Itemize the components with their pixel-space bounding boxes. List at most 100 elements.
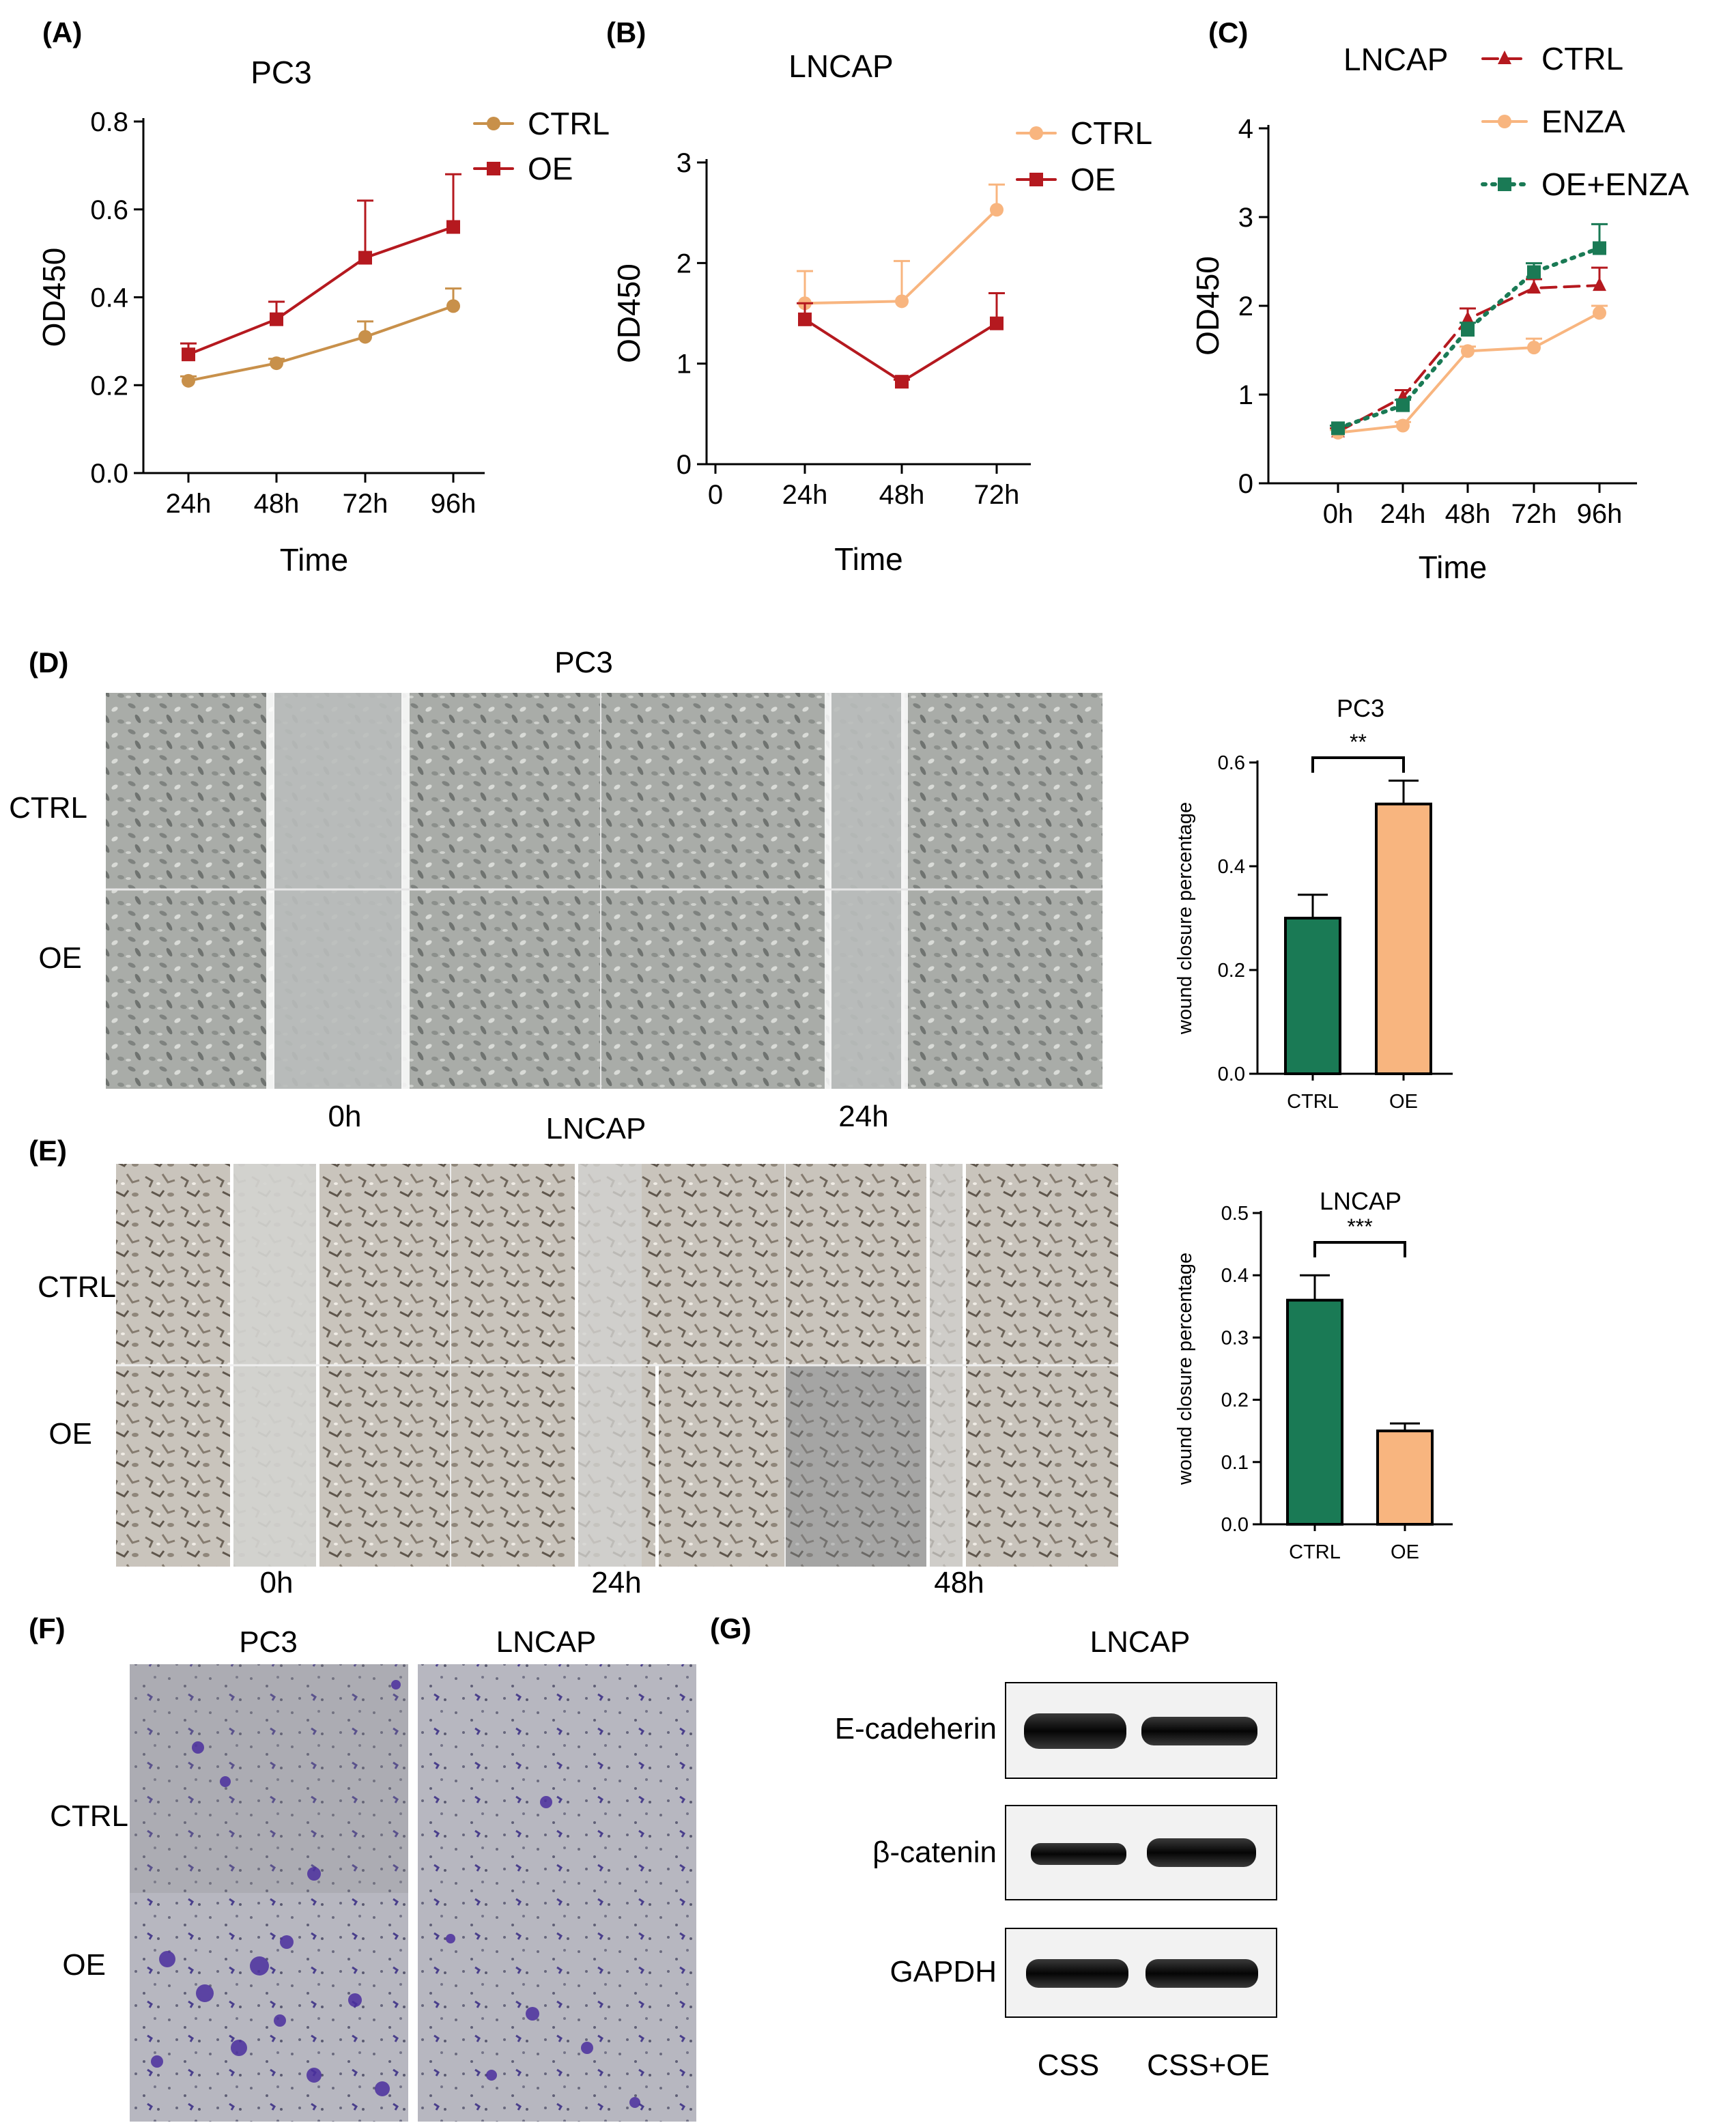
lncap-time-label-48h: 48h	[934, 1566, 984, 1599]
data-point	[1461, 323, 1475, 337]
blot-lane-label-css: CSS	[1038, 2049, 1099, 2082]
y-tick-label: 0.4	[1218, 856, 1245, 878]
x-axis-label: Time	[280, 542, 349, 577]
bar-chart-title: LNCAP	[1320, 1187, 1401, 1215]
pc3-micrograph-field	[106, 693, 1102, 1089]
pc3-wound-gap-24h	[829, 693, 905, 1089]
legend-marker	[1498, 51, 1511, 64]
transwell-col-label-pc3: PC3	[239, 1625, 298, 1659]
data-point	[358, 251, 372, 265]
y-axis-label: OD450	[1190, 256, 1225, 356]
lncap-time-label-24h: 24h	[591, 1566, 641, 1599]
series-ctrl: CTRL	[180, 106, 610, 388]
pc3-time-label-24h: 24h	[838, 1100, 888, 1133]
data-point	[1396, 418, 1410, 433]
y-tick-label: 3	[1238, 203, 1253, 233]
pc3-wound-gap-0h	[273, 693, 403, 1089]
legend-marker	[1498, 115, 1511, 128]
x-tick-label: 72h	[1511, 499, 1557, 529]
data-point	[1527, 265, 1541, 279]
transwell-row-label-ctrl: CTRL	[50, 1799, 128, 1833]
y-axis-label: OD450	[611, 263, 646, 363]
x-tick-label: 96h	[1577, 499, 1623, 529]
significance-bracket	[1311, 756, 1405, 773]
wound-edge-line	[825, 693, 831, 1089]
series-enza: ENZA	[1330, 104, 1625, 440]
wound-edge-line	[901, 693, 908, 1089]
transwell-col-label-lncap: LNCAP	[496, 1625, 597, 1659]
y-tick-label: 0.4	[1221, 1265, 1249, 1287]
data-point	[1461, 311, 1475, 325]
legend-label: ENZA	[1541, 104, 1625, 139]
transwell-lncap-ctrl	[418, 1664, 696, 1893]
blot-label-e-cadherin: E-cadeherin	[835, 1712, 997, 1745]
significance-bracket	[1313, 1241, 1406, 1257]
x-tick-label: 48h	[1445, 499, 1491, 529]
line-chart-pc3-proliferation: PC3 0.0 0.2 0.4 0.6 0.8 24h 48h 72h 96h Time OD450 C…	[36, 55, 610, 577]
blot-label-beta-catenin: β-catenin	[872, 1836, 997, 1869]
y-tick-label: 1	[677, 350, 692, 380]
data-point	[1593, 241, 1606, 255]
transwell-pc3-oe	[130, 1893, 408, 2122]
transwell-pc3-ctrl	[130, 1664, 408, 1893]
y-tick-label: 0	[677, 450, 692, 480]
legend-label: CTRL	[528, 106, 610, 141]
legend-marker	[487, 117, 500, 130]
data-point	[182, 347, 195, 362]
pc3-wound-micrograph-grid	[106, 693, 1102, 1089]
y-tick-label: 0.0	[1221, 1514, 1249, 1536]
y-tick-label: 0.8	[90, 107, 128, 137]
series-line	[1337, 284, 1601, 433]
y-tick-label: 0.5	[1221, 1203, 1249, 1225]
y-tick-label: 4	[1238, 114, 1253, 144]
y-tick-label: 0	[1238, 469, 1253, 499]
transwell-lncap-oe	[418, 1893, 696, 2122]
significance-marker: **	[1350, 730, 1367, 754]
legend-marker	[1029, 173, 1043, 186]
pc3-row-label-oe: OE	[38, 941, 82, 975]
y-tick-label: 2	[1238, 291, 1253, 322]
data-point	[798, 312, 812, 326]
bar-chart-pc3-wound-closure: PC3 0.0 0.2 0.4 0.6 wound closure percentage C…	[1174, 694, 1453, 1113]
y-tick-label: 2	[677, 248, 692, 279]
line-chart-lncap-enza: LNCAP 0 1 2 3 4 0h 24h 48h 72h 96h Time OD450 CTRL ENZ…	[1190, 41, 1689, 585]
lncap-wound-micrograph-grid	[116, 1164, 1118, 1567]
data-point	[895, 375, 909, 389]
data-point	[1593, 277, 1606, 291]
series-line	[187, 304, 455, 382]
y-tick-label: 0.0	[1218, 1064, 1245, 1085]
series-line	[803, 317, 998, 384]
x-axis-label: Time	[1419, 550, 1488, 585]
bar-chart-title: PC3	[1337, 694, 1384, 722]
blot-band	[1024, 1713, 1126, 1749]
panel-label-c: (C)	[1208, 16, 1248, 48]
panel-e-title: LNCAP	[546, 1112, 646, 1145]
y-tick-label: 0.1	[1221, 1452, 1249, 1474]
data-point	[990, 203, 1004, 217]
legend-label: CTRL	[1070, 115, 1152, 151]
transwell-stained-cells	[151, 1680, 640, 2108]
transwell-row-label-oe: OE	[62, 1948, 106, 1982]
y-tick-label: 0.2	[1218, 960, 1245, 982]
x-tick-label: 0	[708, 480, 723, 510]
legend-marker	[1029, 126, 1043, 140]
series-oe: OE	[180, 151, 573, 362]
wound-edge-line	[401, 693, 410, 1089]
series-oe: OE	[797, 162, 1115, 389]
panel-label-d: (D)	[29, 646, 68, 679]
lncap-dark-region	[785, 1365, 928, 1567]
lncap-row-label-oe: OE	[48, 1417, 92, 1451]
x-tick-label: 24h	[166, 489, 212, 519]
bar-oe	[1376, 1429, 1434, 1526]
y-tick-label: 0.2	[1221, 1390, 1249, 1412]
data-point	[1396, 398, 1410, 412]
x-tick-label: 96h	[431, 489, 476, 519]
data-point	[446, 299, 460, 313]
blot-band	[1146, 1959, 1258, 1988]
data-point	[270, 356, 283, 371]
y-axis-label: OD450	[36, 248, 72, 347]
pc3-row-label-ctrl: CTRL	[9, 791, 87, 825]
legend-marker	[487, 162, 500, 175]
panel-d-title: PC3	[554, 646, 613, 679]
